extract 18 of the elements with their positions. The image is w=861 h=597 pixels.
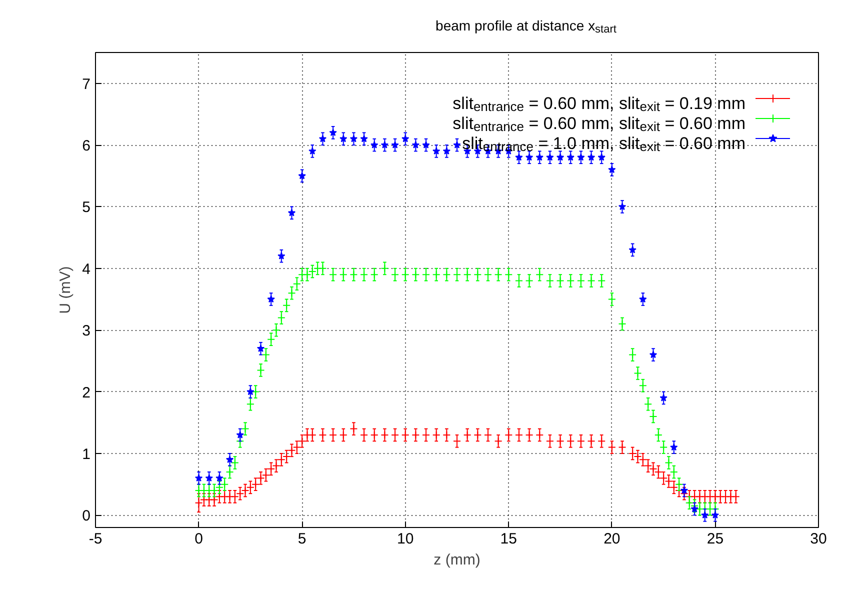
y-tick-label: 4 (82, 260, 90, 278)
x-axis-title: z (mm) (434, 552, 480, 568)
y-tick-label: 3 (82, 322, 90, 340)
y-tick-label: 7 (82, 76, 90, 93)
y-tick-label: 1 (82, 446, 90, 463)
x-tick-label: 30 (810, 530, 827, 548)
y-tick-label: 0 (82, 508, 90, 525)
x-tick-label: 20 (604, 530, 620, 548)
x-tick-label: 10 (397, 530, 414, 548)
y-axis-title: U (mV) (57, 266, 74, 314)
x-tick-label: 0 (194, 530, 203, 548)
y-tick-label: 2 (82, 384, 90, 402)
x-tick-label: 5 (298, 530, 306, 548)
y-tick-label: 6 (82, 138, 90, 155)
x-tick-label: 25 (706, 530, 724, 548)
x-tick-label: -5 (88, 530, 102, 548)
y-tick-label: 5 (82, 199, 90, 216)
x-tick-label: 15 (500, 530, 517, 548)
